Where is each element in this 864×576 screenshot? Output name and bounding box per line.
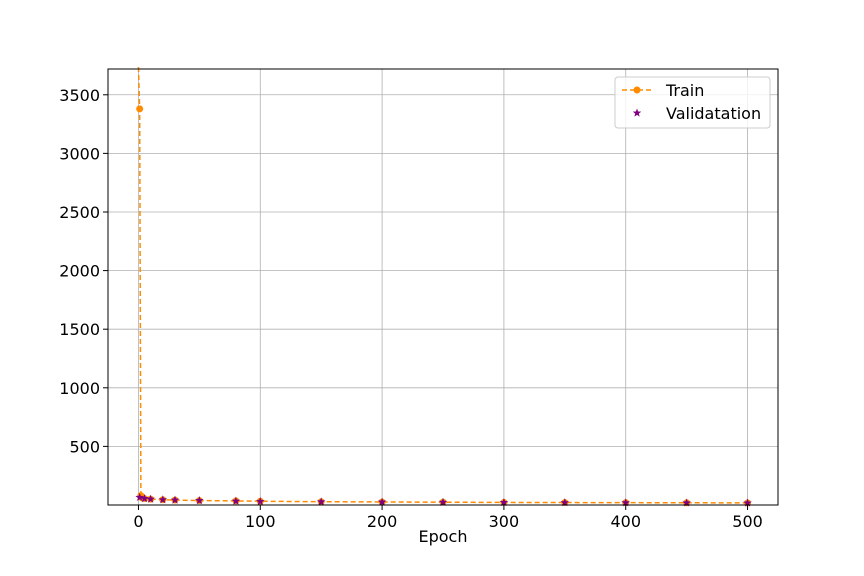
- validation-point: [231, 496, 241, 505]
- x-tick-label: 0: [133, 512, 143, 531]
- validation-point: [499, 498, 509, 507]
- validation-point: [438, 497, 448, 506]
- y-tick-label: 3000: [59, 144, 100, 163]
- x-tick-label: 500: [732, 512, 763, 531]
- x-tick-label: 100: [245, 512, 276, 531]
- legend-train-marker: [633, 86, 641, 94]
- x-tick-label: 200: [367, 512, 398, 531]
- y-tick-label: 2000: [59, 262, 100, 281]
- legend-train-label: Train: [665, 81, 704, 100]
- ticks: 0 100 200 300 400 500 500 1000 1500 2000 2500 3000 3…: [59, 86, 763, 531]
- legend-box: [614, 76, 771, 129]
- y-tick-label: 1500: [59, 320, 100, 339]
- plot-area-frame: [107, 68, 779, 506]
- x-tick-label: 400: [610, 512, 641, 531]
- validation-point: [135, 492, 144, 502]
- validation-point: [255, 496, 265, 506]
- validation-point: [377, 497, 387, 506]
- validation-point: [146, 494, 155, 503]
- y-tick-label: 2500: [59, 203, 100, 222]
- validation-point: [195, 496, 204, 505]
- grid-lines: [108, 69, 778, 505]
- train-point: [136, 105, 144, 113]
- y-tick-label: 3500: [59, 86, 100, 105]
- legend: Train Validatation: [614, 76, 771, 129]
- y-tick-label: 500: [69, 437, 100, 456]
- series-layer: [135, 66, 752, 507]
- x-tick-label: 300: [489, 512, 520, 531]
- train-series-line: [137, 66, 748, 504]
- validation-point: [743, 498, 752, 507]
- validation-point: [170, 495, 180, 504]
- validation-point: [158, 495, 168, 504]
- validation-point: [682, 498, 691, 507]
- validation-point: [621, 498, 631, 507]
- legend-validation-label: Validatation: [666, 104, 761, 123]
- validation-point: [560, 498, 570, 507]
- validation-point: [140, 494, 149, 503]
- legend-validation-marker: [632, 108, 642, 117]
- validation-point: [316, 497, 326, 506]
- x-axis-title: Epoch: [419, 527, 468, 546]
- y-tick-label: 1000: [59, 379, 100, 398]
